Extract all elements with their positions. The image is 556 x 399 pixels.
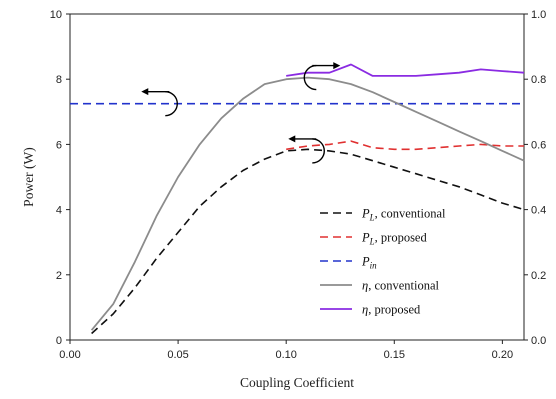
series-group [70, 63, 525, 335]
y-tick-label: 8 [56, 74, 62, 86]
legend-entry-0: PL, conventional [320, 207, 446, 223]
legend-label: η, proposed [362, 303, 421, 317]
y2-tick-label: 0.2 [531, 270, 546, 282]
series-line-1 [286, 140, 524, 151]
pointer-arc [165, 90, 178, 117]
legend: PL, conventional PL, proposed Pin η, conven… [320, 207, 446, 317]
legend-label: η, conventional [362, 279, 440, 293]
legend-label: PL, conventional [361, 207, 446, 223]
legend-entry-3: η, conventional [320, 279, 440, 293]
axis-pointer-left [288, 135, 325, 164]
y-tick-label: 0 [56, 335, 62, 347]
x-tick-label: 0.00 [59, 349, 80, 361]
pointer-arc [312, 138, 325, 164]
arrow-left-icon [288, 135, 296, 143]
legend-label: Pin [361, 255, 377, 271]
y2-tick-label: 0.4 [531, 205, 546, 217]
y2-tick-label: 1.0 [531, 9, 546, 21]
annotation-group [141, 62, 341, 164]
y2-tick-label: 0.8 [531, 74, 546, 86]
y-tick-label: 10 [50, 9, 62, 21]
series-line-0 [91, 148, 525, 335]
x-tick-label: 0.10 [275, 349, 296, 361]
legend-entry-4: η, proposed [320, 303, 421, 317]
x-tick-label: 0.15 [384, 349, 405, 361]
x-tick-label: 0.05 [167, 349, 188, 361]
x-tick-label: 0.20 [492, 349, 513, 361]
series-line-4 [286, 63, 525, 77]
axes: 0.00 0.05 0.10 0.15 0.20 0 2 4 6 8 10 0.0 0.2 0.4 0.6 0… [50, 9, 547, 361]
x-axis-title: Coupling Coefficient [240, 375, 354, 390]
y2-tick-label: 0.0 [531, 335, 546, 347]
y2-tick-label: 0.6 [531, 139, 546, 151]
legend-entry-1: PL, proposed [320, 231, 427, 247]
legend-label: PL, proposed [361, 231, 427, 247]
arrow-left-icon [141, 88, 149, 96]
y-tick-label: 4 [56, 205, 62, 217]
pointer-arc [303, 64, 317, 91]
y-tick-label: 2 [56, 270, 62, 282]
axis-pointer-left [141, 88, 178, 117]
plot-frame [69, 13, 525, 341]
y-axis-title: Power (W) [21, 147, 36, 207]
series-line-3 [90, 76, 525, 331]
arrow-right-icon [333, 62, 341, 70]
legend-entry-2: Pin [320, 255, 377, 271]
y-tick-label: 6 [56, 139, 62, 151]
axis-pointer-right [303, 62, 341, 91]
